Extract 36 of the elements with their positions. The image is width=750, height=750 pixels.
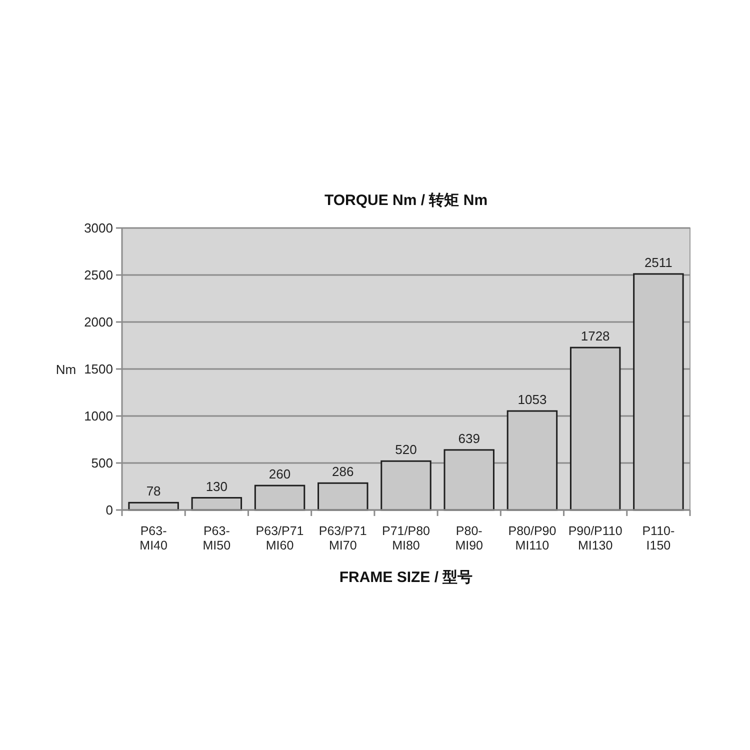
y-tick-label: 1000 (84, 408, 113, 424)
y-tick-label: 3000 (84, 220, 113, 236)
chart-title: TORQUE Nm / 转矩 Nm (324, 192, 488, 209)
bar (380, 460, 432, 511)
x-tick-label: P63- MI50 (202, 524, 231, 552)
bar (318, 482, 368, 511)
data-label: 520 (395, 442, 417, 458)
bar (191, 497, 242, 511)
x-tick-label: P71/P80 MI80 (382, 524, 430, 552)
data-label: 639 (458, 430, 480, 446)
data-label: 130 (206, 478, 228, 494)
x-axis-title: FRAME SIZE / 型号 (339, 569, 473, 586)
bar (570, 346, 621, 511)
bar (254, 484, 306, 511)
y-tick-label: 0 (106, 502, 113, 518)
x-tick-label: P63/P71 MI60 (256, 524, 304, 552)
x-tick-label: P110- I150 (642, 524, 675, 552)
x-tick-label: P80- MI90 (455, 524, 484, 552)
x-tick-label: P63- MI40 (140, 524, 168, 552)
y-tick-label: 500 (91, 456, 113, 470)
data-label: 1728 (580, 328, 610, 344)
data-label: 286 (332, 464, 354, 480)
x-tick-label: P63/P71 MI70 (318, 524, 367, 552)
bar (633, 273, 684, 511)
x-tick-label: P90/P110 MI130 (568, 524, 622, 552)
data-label: 78 (146, 484, 161, 499)
bar (444, 449, 494, 511)
y-tick-label: 2000 (84, 314, 113, 330)
bar (506, 410, 558, 511)
data-label: 1053 (518, 392, 547, 408)
data-label: 2511 (644, 254, 672, 270)
y-tick-label: 2500 (84, 268, 113, 282)
data-label: 260 (268, 466, 291, 482)
y-axis-title: Nm (56, 362, 76, 377)
x-tick-label: P80/P90 MI110 (508, 524, 556, 552)
y-tick-label: 1500 (84, 362, 113, 376)
